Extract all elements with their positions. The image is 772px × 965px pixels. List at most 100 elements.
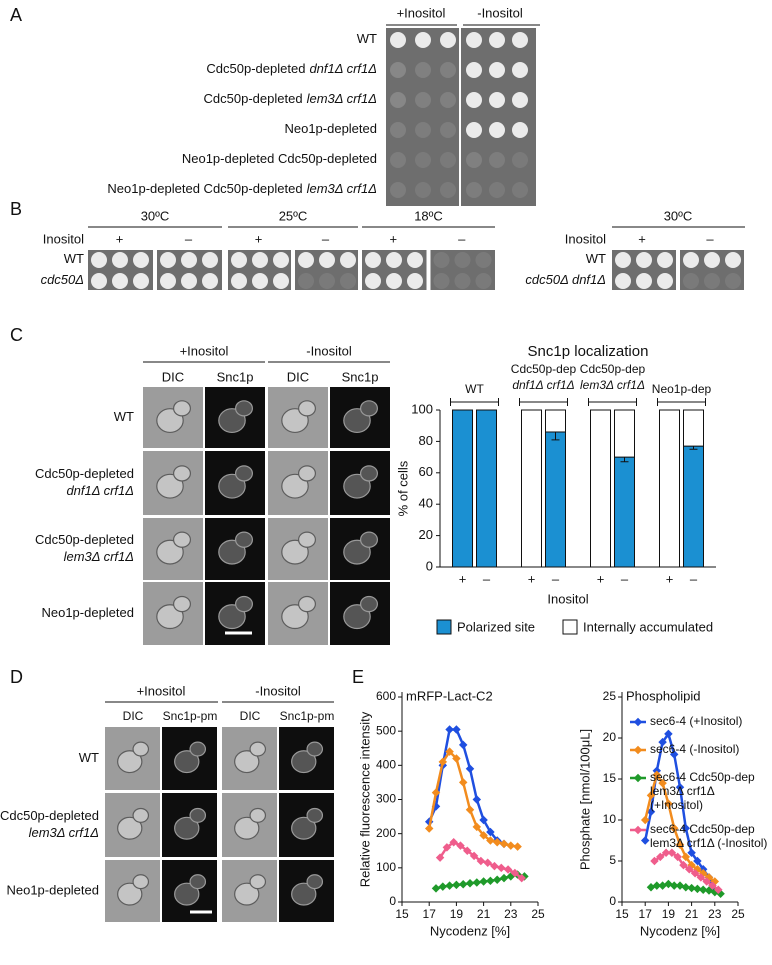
cell	[235, 465, 254, 482]
cell	[234, 750, 260, 774]
x-tick-label: 25	[531, 907, 545, 921]
series-line	[428, 728, 505, 846]
cell	[249, 807, 267, 823]
point	[479, 815, 488, 825]
cell	[173, 531, 192, 548]
y-tick-label: 0	[426, 558, 433, 573]
legend-marker	[633, 773, 643, 783]
cell	[235, 400, 254, 417]
x-tick-label: –	[552, 571, 560, 586]
micrograph	[222, 793, 277, 857]
point	[476, 856, 486, 866]
panel-label: E	[352, 667, 364, 687]
point	[465, 805, 475, 814]
cell	[291, 750, 317, 774]
x-axis-label: Inositol	[547, 591, 588, 606]
point	[702, 877, 711, 886]
y-tick-label: 80	[419, 433, 433, 448]
point	[479, 831, 488, 840]
x-tick-label: 21	[685, 907, 699, 921]
colony	[252, 252, 268, 268]
colony	[512, 122, 528, 138]
strain: Cdc50p-depleted	[206, 61, 305, 76]
chart-title: Snc1p localization	[528, 343, 649, 360]
colony	[415, 92, 431, 108]
point	[685, 864, 694, 874]
cell	[117, 816, 143, 840]
strain: WT	[64, 251, 84, 266]
colony	[440, 32, 456, 48]
point	[698, 885, 708, 894]
row-label: Cdc50p-depleted	[0, 808, 99, 823]
cell	[360, 465, 379, 482]
colony	[440, 92, 456, 108]
legend-marker	[633, 825, 643, 835]
legend-label: Polarized site	[457, 619, 535, 634]
colony	[415, 32, 431, 48]
colony	[466, 62, 482, 78]
colony	[273, 273, 289, 289]
label: +Inositol	[137, 683, 186, 698]
sign: –	[458, 231, 466, 246]
label: -Inositol	[255, 683, 301, 698]
strain: WT	[586, 251, 606, 266]
colony	[512, 182, 528, 198]
micrograph	[162, 793, 217, 857]
genotype: cdc50Δ	[41, 272, 84, 287]
colony	[160, 273, 176, 289]
cell	[173, 400, 192, 417]
cell	[360, 595, 379, 613]
y-tick-label: 400	[376, 758, 396, 772]
point	[667, 848, 677, 858]
strain: Neo1p-depleted	[284, 121, 377, 136]
y-tick-label: 20	[419, 527, 433, 542]
point	[499, 839, 509, 849]
group-label: dnf1Δ crf1Δ	[512, 378, 574, 392]
point	[458, 740, 468, 750]
legend-swatch	[562, 619, 578, 635]
bar-segment	[590, 409, 611, 568]
colony	[512, 152, 528, 168]
label: 25ºC	[279, 208, 308, 223]
legend-label: Internally accumulated	[583, 619, 713, 634]
y-tick-label: 500	[376, 723, 396, 737]
genotype: lem3Δ crf1Δ	[307, 91, 377, 106]
colony	[202, 252, 218, 268]
point	[656, 852, 665, 862]
x-tick-label: 17	[639, 907, 653, 921]
label: 30ºC	[664, 208, 693, 223]
colony	[489, 32, 505, 48]
cell	[218, 604, 246, 630]
colony	[386, 273, 402, 289]
point	[679, 860, 688, 870]
group-label: Cdc50p-dep	[511, 362, 577, 376]
micrograph	[330, 451, 390, 515]
colony	[160, 252, 176, 268]
colony	[415, 62, 431, 78]
label: Inositol	[565, 231, 606, 246]
label: 18ºC	[414, 208, 443, 223]
cell	[291, 816, 317, 840]
row-label: WT	[357, 31, 377, 46]
colony	[657, 273, 673, 289]
point	[465, 878, 475, 888]
cell	[174, 750, 200, 774]
colony	[466, 92, 482, 108]
colony	[415, 182, 431, 198]
micrograph	[268, 387, 328, 448]
cell	[117, 750, 143, 774]
colony	[489, 62, 505, 78]
point	[479, 877, 488, 886]
legend-entry: sec6-4 (-Inositol)	[650, 742, 739, 756]
cell	[156, 473, 184, 499]
micrograph	[330, 387, 390, 448]
point	[681, 882, 691, 892]
cell	[291, 882, 317, 906]
x-tick-label: –	[690, 571, 698, 586]
point	[714, 885, 723, 894]
colony	[91, 252, 107, 268]
colony	[340, 273, 356, 289]
micrograph	[330, 582, 390, 645]
column-label: Snc1p-pm	[280, 709, 335, 723]
